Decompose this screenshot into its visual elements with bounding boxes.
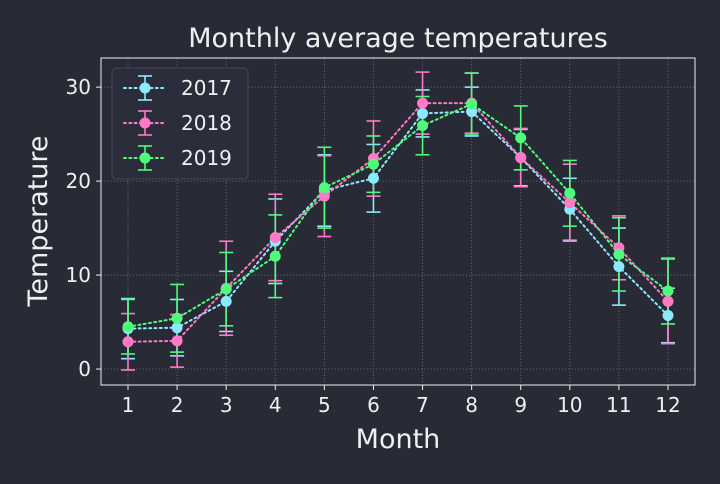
data-point <box>269 231 281 243</box>
x-tick-label: 3 <box>220 393 233 417</box>
data-point <box>417 120 429 132</box>
legend-item: 2017 <box>123 75 232 101</box>
data-point <box>171 312 183 324</box>
data-point <box>662 285 674 297</box>
data-point <box>122 336 134 348</box>
data-point <box>220 283 232 295</box>
x-tick-label: 1 <box>122 393 135 417</box>
legend-label: 2019 <box>181 146 232 170</box>
data-point <box>269 250 281 262</box>
series-line <box>127 102 669 343</box>
plot-frame <box>100 57 696 386</box>
y-axis-label: Temperature <box>23 135 54 307</box>
data-points <box>122 97 674 348</box>
y-tick-label: 10 <box>66 263 91 287</box>
y-tick-label: 30 <box>66 75 91 99</box>
legend-label: 2018 <box>181 111 232 135</box>
data-point <box>613 248 625 260</box>
x-tick-label: 6 <box>367 393 380 417</box>
legend-item: 2018 <box>123 110 232 136</box>
x-tick-label: 4 <box>269 393 282 417</box>
data-point <box>318 190 330 202</box>
legend: 2017 2018 2019 <box>111 67 249 180</box>
x-tick-label: 8 <box>465 393 478 417</box>
data-point <box>318 182 330 194</box>
series-line <box>127 102 669 328</box>
legend-box <box>111 67 249 180</box>
legend-marker <box>139 152 151 164</box>
data-point <box>515 152 527 164</box>
legend-item: 2019 <box>123 145 232 171</box>
x-tick-label: 12 <box>655 393 680 417</box>
data-point <box>662 309 674 321</box>
data-point <box>171 322 183 334</box>
data-point <box>417 97 429 109</box>
data-point <box>466 106 478 118</box>
data-point <box>662 295 674 307</box>
data-point <box>367 158 379 170</box>
data-point <box>417 107 429 119</box>
x-tick-label: 7 <box>416 393 429 417</box>
chart-title: Monthly average temperatures <box>188 23 608 54</box>
data-point <box>515 132 527 144</box>
data-point <box>122 321 134 333</box>
y-tick-label: 0 <box>78 357 91 381</box>
data-point <box>466 98 478 110</box>
data-point <box>564 197 576 209</box>
data-point <box>367 172 379 184</box>
y-tick-label: 20 <box>66 169 91 193</box>
legend-marker <box>139 117 151 129</box>
legend-label: 2017 <box>181 76 232 100</box>
x-tick-label: 2 <box>171 393 184 417</box>
x-tick-label: 9 <box>514 393 527 417</box>
series-lines <box>127 102 669 343</box>
data-point <box>613 261 625 273</box>
data-point <box>564 187 576 199</box>
legend-marker <box>139 82 151 94</box>
x-tick-label: 5 <box>318 393 331 417</box>
data-point <box>220 295 232 307</box>
x-tick-label: 11 <box>606 393 631 417</box>
x-axis-label: Month <box>356 424 441 455</box>
data-point <box>171 335 183 347</box>
x-tick-label: 10 <box>557 393 582 417</box>
